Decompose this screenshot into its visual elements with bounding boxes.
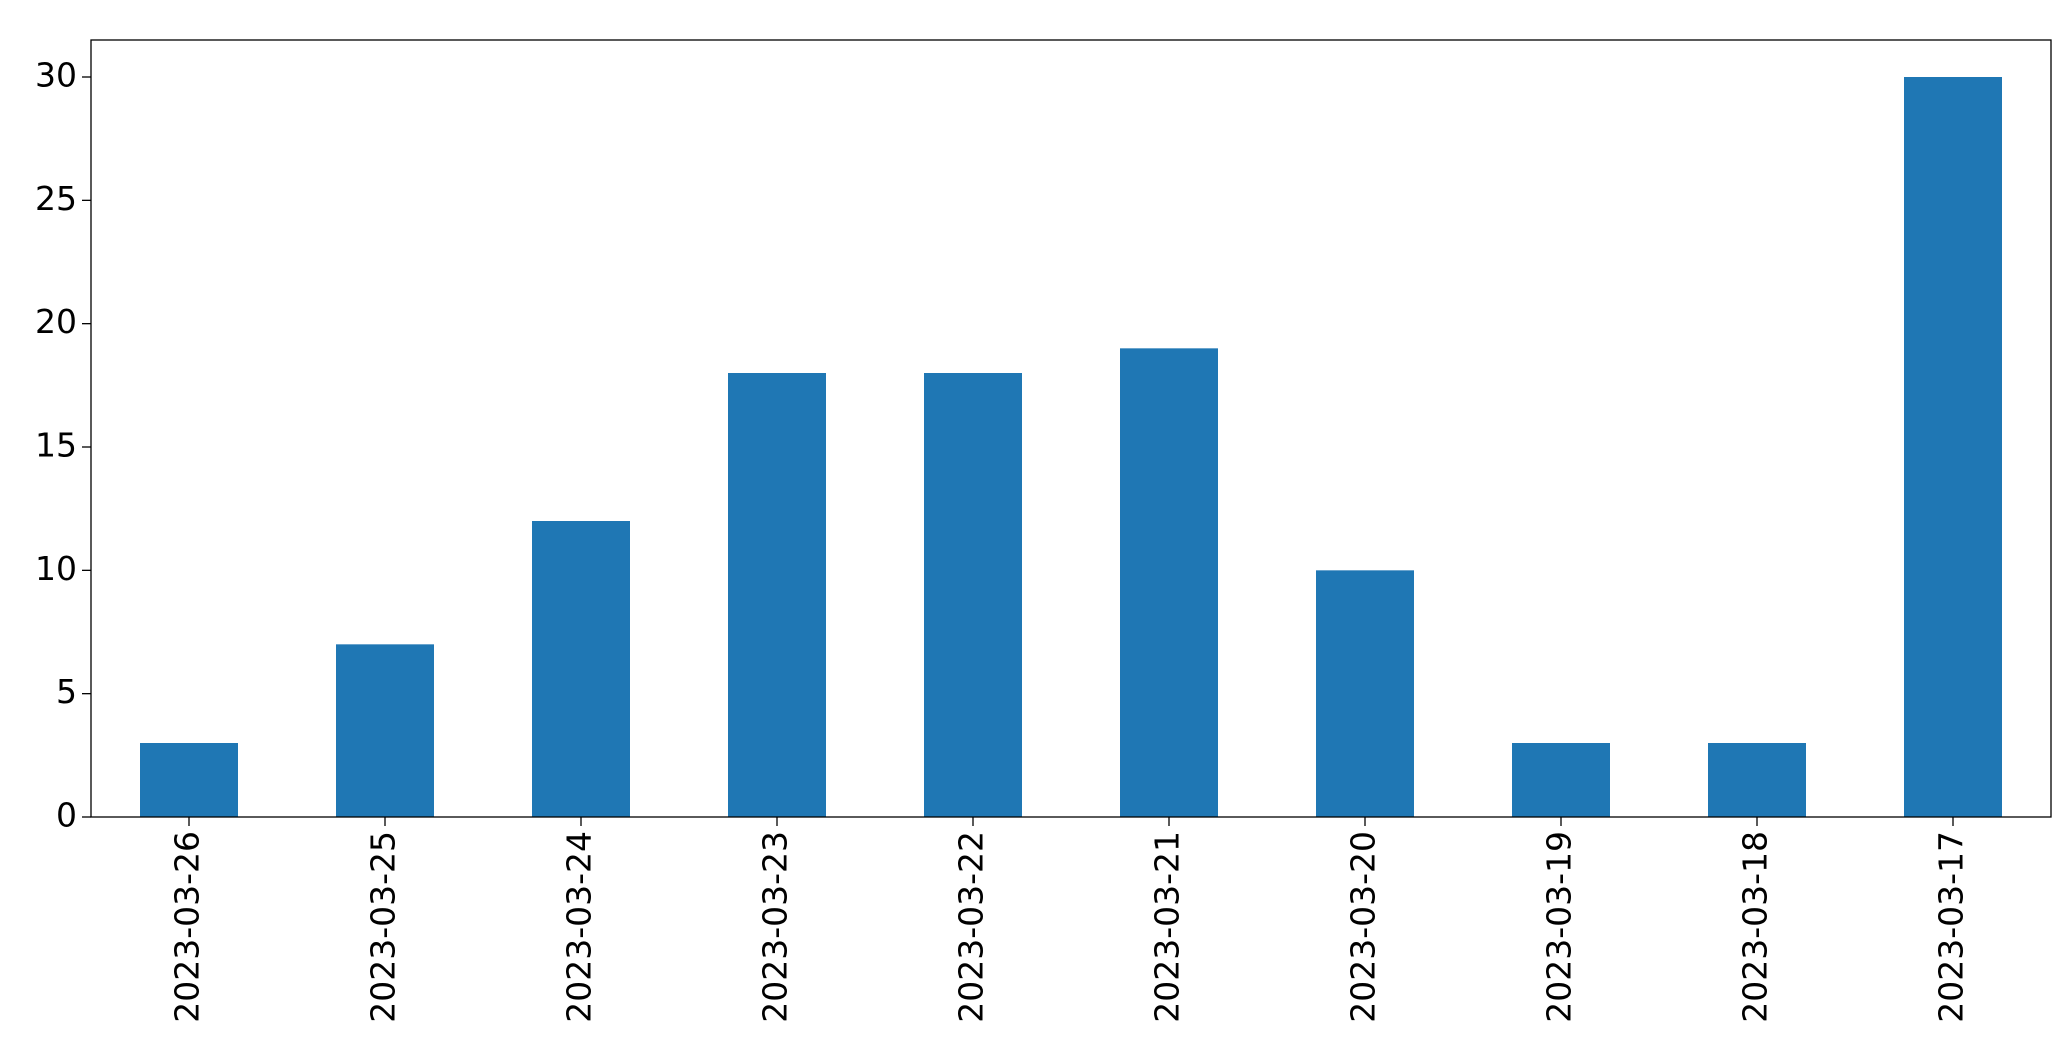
y-tick-label: 10 [35, 549, 77, 588]
x-tick-label: 2023-03-23 [756, 831, 795, 1023]
y-tick-label: 30 [35, 56, 77, 95]
bar [336, 644, 434, 817]
plot-frame [90, 39, 2052, 818]
x-tick-label: 2023-03-22 [952, 831, 991, 1023]
bar [728, 373, 826, 817]
y-tick-label: 0 [56, 796, 77, 835]
y-tick-label: 25 [35, 179, 77, 218]
y-tick-label: 20 [35, 302, 77, 341]
y-tick-label: 15 [35, 426, 77, 465]
bar [532, 521, 630, 817]
bar [924, 373, 1022, 817]
x-tick-label: 2023-03-21 [1148, 831, 1187, 1023]
bar [1708, 743, 1806, 817]
x-tick-label: 2023-03-17 [1932, 831, 1971, 1023]
x-tick-label: 2023-03-20 [1344, 831, 1383, 1023]
bar [1512, 743, 1610, 817]
bar [1316, 570, 1414, 817]
bar [1904, 77, 2002, 817]
x-tick-label: 2023-03-24 [560, 831, 599, 1023]
bar [1120, 348, 1218, 817]
bar [140, 743, 238, 817]
x-tick-label: 2023-03-25 [364, 831, 403, 1023]
y-tick-label: 5 [56, 672, 77, 711]
x-tick-label: 2023-03-19 [1540, 831, 1579, 1023]
x-tick-label: 2023-03-18 [1736, 831, 1775, 1023]
x-tick-label: 2023-03-26 [168, 831, 207, 1023]
